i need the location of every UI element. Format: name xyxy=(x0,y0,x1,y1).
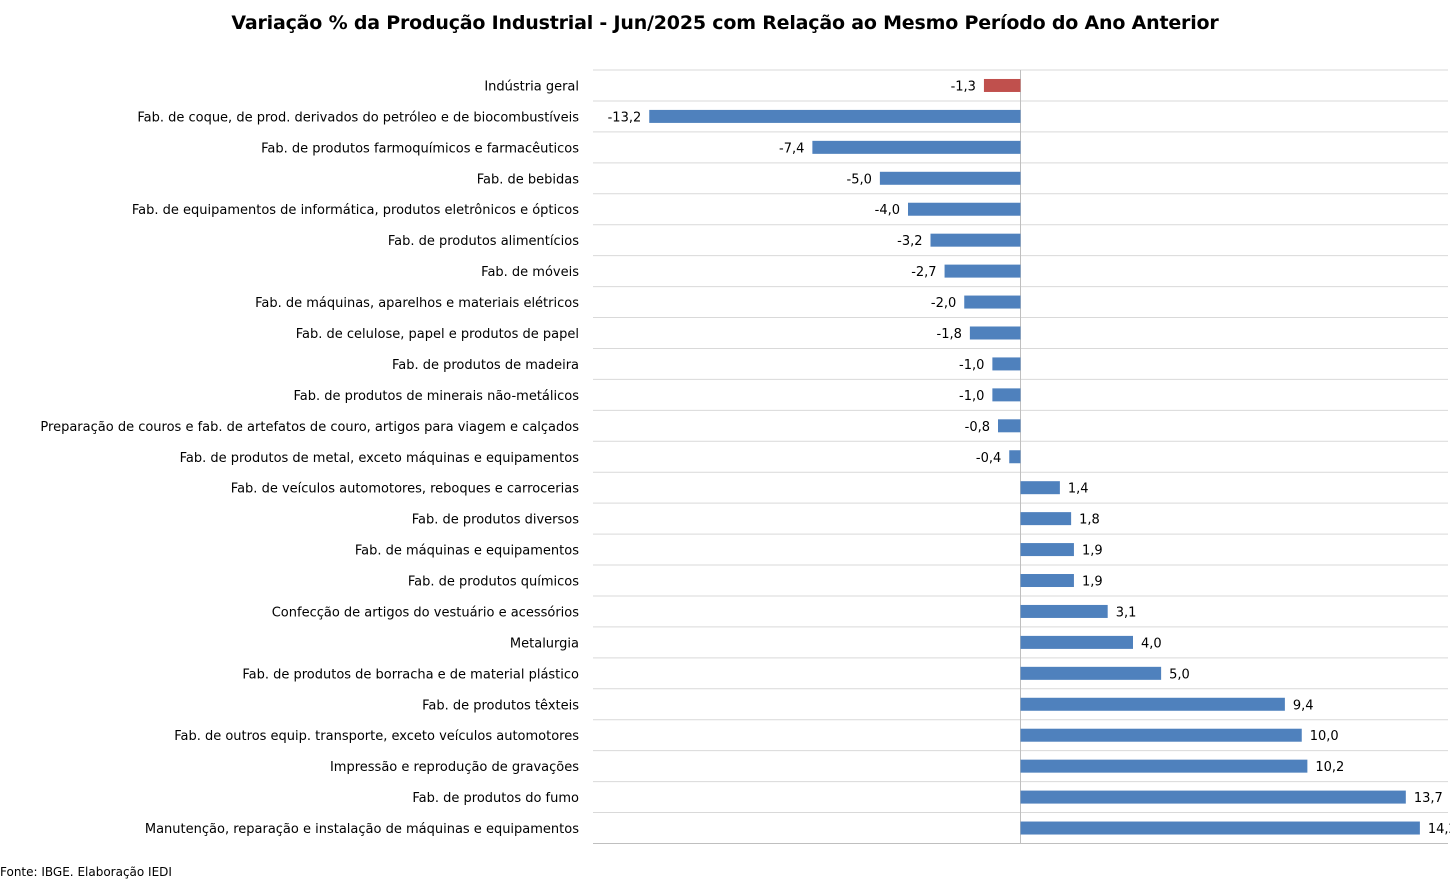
category-label: Preparação de couros e fab. de artefatos… xyxy=(40,420,579,435)
category-label: Fab. de produtos farmoquímicos e farmacê… xyxy=(261,141,579,156)
category-label: Fab. de veículos automotores, reboques e… xyxy=(231,482,579,497)
category-label: Fab. de produtos têxteis xyxy=(422,698,579,713)
bar xyxy=(879,171,1021,185)
category-label: Fab. de máquinas, aparelhos e materiais … xyxy=(255,296,579,311)
bar xyxy=(1020,574,1074,588)
data-label: -5,0 xyxy=(847,172,872,187)
data-label: -3,2 xyxy=(897,234,922,249)
bar xyxy=(649,109,1021,123)
category-label: Fab. de equipamentos de informática, pro… xyxy=(132,203,579,218)
category-label: Fab. de coque, de prod. derivados do pet… xyxy=(137,110,579,125)
data-label: -0,8 xyxy=(965,420,990,435)
data-label: -4,0 xyxy=(875,203,900,218)
data-label: 10,0 xyxy=(1310,729,1339,744)
bar xyxy=(1009,450,1021,464)
bar xyxy=(1020,635,1133,649)
bar xyxy=(1020,790,1406,804)
data-label: 13,7 xyxy=(1414,791,1443,806)
bar xyxy=(1020,759,1308,773)
data-label: -1,8 xyxy=(937,327,962,342)
data-label: -1,0 xyxy=(959,358,984,373)
category-label: Indústria geral xyxy=(484,79,579,94)
bar xyxy=(1020,604,1108,618)
data-label: 1,4 xyxy=(1068,482,1089,497)
source-note: Fonte: IBGE. Elaboração IEDI xyxy=(0,865,172,879)
bar xyxy=(983,78,1021,92)
data-label: -2,7 xyxy=(911,265,936,280)
data-label: -1,3 xyxy=(951,79,976,94)
bar xyxy=(998,419,1021,433)
data-label: 1,8 xyxy=(1079,513,1100,528)
bar-chart: -1,3 -13,2 -7,4 -5,0 -4,0 -3,2 -2,7 -2,0 -1,8 -1,… xyxy=(40,69,1450,844)
category-label: Fab. de produtos alimentícios xyxy=(388,234,579,249)
bars xyxy=(649,78,1420,835)
category-label: Fab. de produtos de minerais não-metálic… xyxy=(294,389,580,404)
data-label: 1,9 xyxy=(1082,544,1103,559)
category-label: Fab. de produtos diversos xyxy=(412,513,579,528)
category-label: Fab. de produtos do fumo xyxy=(412,791,579,806)
bar xyxy=(992,357,1021,371)
bar xyxy=(1020,512,1072,526)
category-label: Manutenção, reparação e instalação de má… xyxy=(145,822,579,837)
data-label: -13,2 xyxy=(608,110,642,125)
data-label: 4,0 xyxy=(1141,636,1162,651)
bar xyxy=(969,326,1021,340)
bar xyxy=(1020,728,1302,742)
category-label: Fab. de produtos de metal, exceto máquin… xyxy=(180,451,580,466)
category-label: Fab. de produtos químicos xyxy=(408,575,579,590)
bar xyxy=(1020,821,1420,835)
data-label: 14,2 xyxy=(1428,822,1450,837)
bar xyxy=(930,233,1021,247)
data-label: 3,1 xyxy=(1116,605,1137,620)
chart-title: Variação % da Produção Industrial - Jun/… xyxy=(231,12,1219,34)
data-label: -2,0 xyxy=(931,296,956,311)
data-label: 1,9 xyxy=(1082,575,1103,590)
category-label: Fab. de máquinas e equipamentos xyxy=(355,544,579,559)
category-label: Fab. de celulose, papel e produtos de pa… xyxy=(296,327,579,342)
bar xyxy=(1020,481,1060,495)
bar xyxy=(1020,697,1285,711)
bar xyxy=(992,388,1021,402)
bar xyxy=(944,264,1021,278)
data-label: -1,0 xyxy=(959,389,984,404)
bar xyxy=(908,202,1021,216)
data-label: -7,4 xyxy=(779,141,804,156)
category-label: Fab. de outros equip. transporte, exceto… xyxy=(174,729,579,744)
category-label: Fab. de móveis xyxy=(481,265,579,280)
category-label: Confecção de artigos do vestuário e aces… xyxy=(272,605,580,620)
category-labels: Indústria geral Fab. de coque, de prod. d… xyxy=(40,79,579,837)
bar xyxy=(1020,666,1162,680)
category-label: Fab. de produtos de madeira xyxy=(392,358,579,373)
bar xyxy=(812,140,1021,154)
data-label: 10,2 xyxy=(1315,760,1344,775)
data-labels: -1,3 -13,2 -7,4 -5,0 -4,0 -3,2 -2,7 -2,0 -1,8 -1,… xyxy=(608,79,1450,837)
bar xyxy=(964,295,1021,309)
category-label: Fab. de bebidas xyxy=(477,172,579,187)
category-label: Impressão e reprodução de gravações xyxy=(330,760,579,775)
category-label: Metalurgia xyxy=(510,636,579,651)
data-label: 5,0 xyxy=(1169,667,1190,682)
data-label: 9,4 xyxy=(1293,698,1314,713)
data-label: -0,4 xyxy=(976,451,1001,466)
bar xyxy=(1020,543,1074,557)
category-label: Fab. de produtos de borracha e de materi… xyxy=(242,667,579,682)
